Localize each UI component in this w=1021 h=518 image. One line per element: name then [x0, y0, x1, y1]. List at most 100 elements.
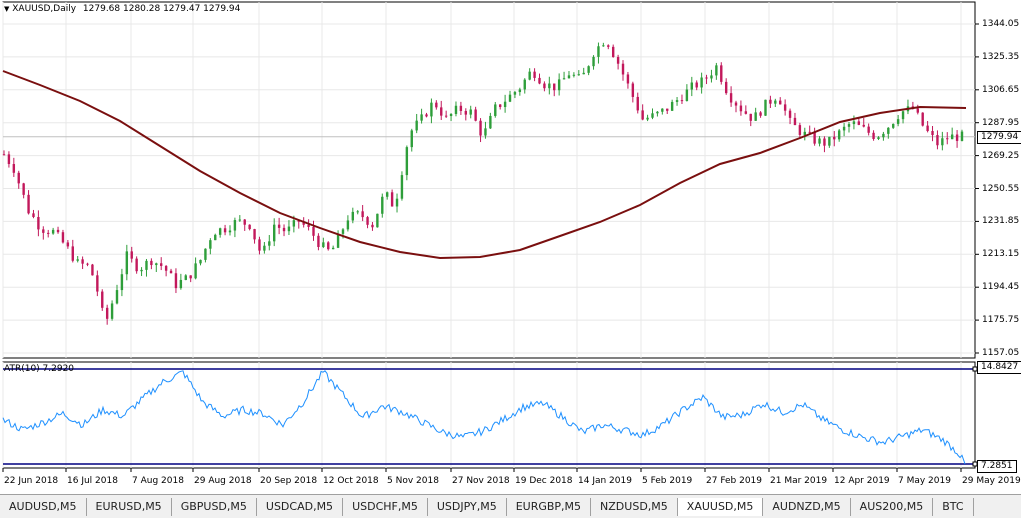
candle-body [670, 101, 674, 111]
date-axis-label: 12 Apr 2019 [834, 476, 890, 486]
symbol-tab-aus200-m5[interactable]: AUS200,M5 [851, 497, 934, 516]
chart-header: ▼ XAUUSD,Daily 1279.68 1280.28 1279.47 1… [4, 4, 240, 14]
candle-body [454, 105, 458, 114]
candle-body [774, 100, 777, 104]
date-axis-label: 7 Aug 2018 [132, 476, 184, 486]
candle-body [464, 110, 468, 115]
candle-body [680, 100, 684, 102]
candle-body [803, 131, 806, 135]
candle-body [528, 71, 531, 80]
symbol-tab-xauusd-m5[interactable]: XAUUSD,M5 [677, 497, 764, 516]
candle-body [395, 198, 399, 207]
candle-body [715, 65, 718, 76]
candle-body [400, 175, 404, 199]
candle-body [602, 45, 605, 47]
candle-body [356, 211, 359, 213]
candle-body [828, 136, 831, 146]
candle-body [336, 233, 340, 248]
candle-body [469, 109, 472, 115]
candle-body [430, 102, 433, 117]
candle-body [494, 104, 497, 116]
price-axis-label: 1269.25 [982, 150, 1020, 161]
candle-body [508, 94, 512, 102]
collapse-triangle-icon[interactable]: ▼ [4, 5, 10, 13]
symbol-tab-eurgbp-m5[interactable]: EURGBP,M5 [507, 497, 592, 516]
candle-body [233, 220, 237, 231]
candle-body [651, 113, 654, 118]
candle-body [86, 263, 89, 265]
candle-body [941, 138, 944, 146]
candle-body [135, 258, 138, 272]
candle-body [331, 247, 335, 250]
candle-body [71, 246, 74, 261]
candle-body [425, 114, 428, 117]
symbol-tab-btc[interactable]: BTC [933, 497, 974, 516]
candle-body [386, 192, 389, 197]
candle-body [548, 83, 551, 89]
candle-body [950, 134, 954, 140]
candle-body [744, 111, 748, 114]
symbol-tab-audnzd-m5[interactable]: AUDNZD,M5 [763, 497, 851, 516]
candle-body [253, 229, 256, 240]
candle-body [926, 125, 929, 132]
candle-body [366, 217, 369, 225]
candle-body [91, 264, 94, 276]
symbol-tab-usdcad-m5[interactable]: USDCAD,M5 [257, 497, 344, 516]
candle-body [130, 251, 133, 259]
candle-body [322, 242, 325, 247]
candle-body [518, 89, 522, 93]
symbol-tab-usdchf-m5[interactable]: USDCHF,M5 [343, 497, 428, 516]
candle-body [783, 104, 787, 111]
candle-body [616, 57, 620, 64]
candle-body [793, 117, 797, 126]
candle-body [705, 77, 708, 79]
candle-body [685, 89, 689, 101]
price-chart[interactable] [0, 0, 1021, 494]
candle-body [302, 221, 305, 225]
candle-body [248, 224, 251, 230]
candle-body [533, 71, 536, 78]
candle-body [17, 172, 20, 184]
atr-label: ATR(10) 7.2920 [4, 364, 75, 374]
candle-body [921, 112, 924, 126]
candle-body [862, 124, 865, 127]
price-axis-label: 1213.15 [982, 249, 1020, 260]
symbol-tab-eurusd-m5[interactable]: EURUSD,M5 [87, 497, 172, 516]
candle-body [258, 239, 261, 251]
candle-body [818, 138, 821, 144]
candle-body [857, 121, 861, 125]
symbol-tab-nzdusd-m5[interactable]: NZDUSD,M5 [591, 497, 678, 516]
candle-body [76, 259, 79, 261]
candle-body [405, 147, 409, 176]
candle-body [390, 192, 394, 207]
candle-body [503, 101, 507, 108]
candle-body [12, 164, 16, 173]
symbol-tabs: AUDUSD,M5 EURUSD,M5 GBPUSD,M5 USDCAD,M5 USDC… [0, 494, 1021, 518]
candle-body [415, 120, 418, 131]
candle-body [2, 154, 6, 156]
candle-body [110, 303, 114, 319]
candle-body [882, 133, 885, 138]
symbol-tab-usdjpy-m5[interactable]: USDJPY,M5 [428, 497, 507, 516]
candle-body [754, 112, 757, 121]
current-price-tag: 1279.94 [977, 131, 1021, 144]
candle-body [798, 125, 802, 135]
candle-body [96, 275, 99, 292]
date-axis-label: 22 Jun 2018 [4, 476, 59, 486]
candle-body [444, 115, 448, 117]
candle-body [710, 75, 713, 79]
candle-body [759, 112, 762, 116]
candle-body [459, 105, 463, 111]
symbol-tab-gbpusd-m5[interactable]: GBPUSD,M5 [172, 497, 257, 516]
symbol-tab-audusd-m5[interactable]: AUDUSD,M5 [0, 497, 87, 516]
candle-body [931, 131, 934, 136]
candle-body [847, 124, 851, 127]
candle-body [361, 211, 364, 218]
candle-body [592, 56, 595, 67]
candle-body [582, 72, 585, 75]
date-axis-label: 20 Sep 2018 [260, 476, 318, 486]
candle-body [892, 123, 895, 128]
candle-body [228, 230, 232, 233]
candle-body [597, 46, 600, 57]
candle-body [371, 224, 374, 228]
